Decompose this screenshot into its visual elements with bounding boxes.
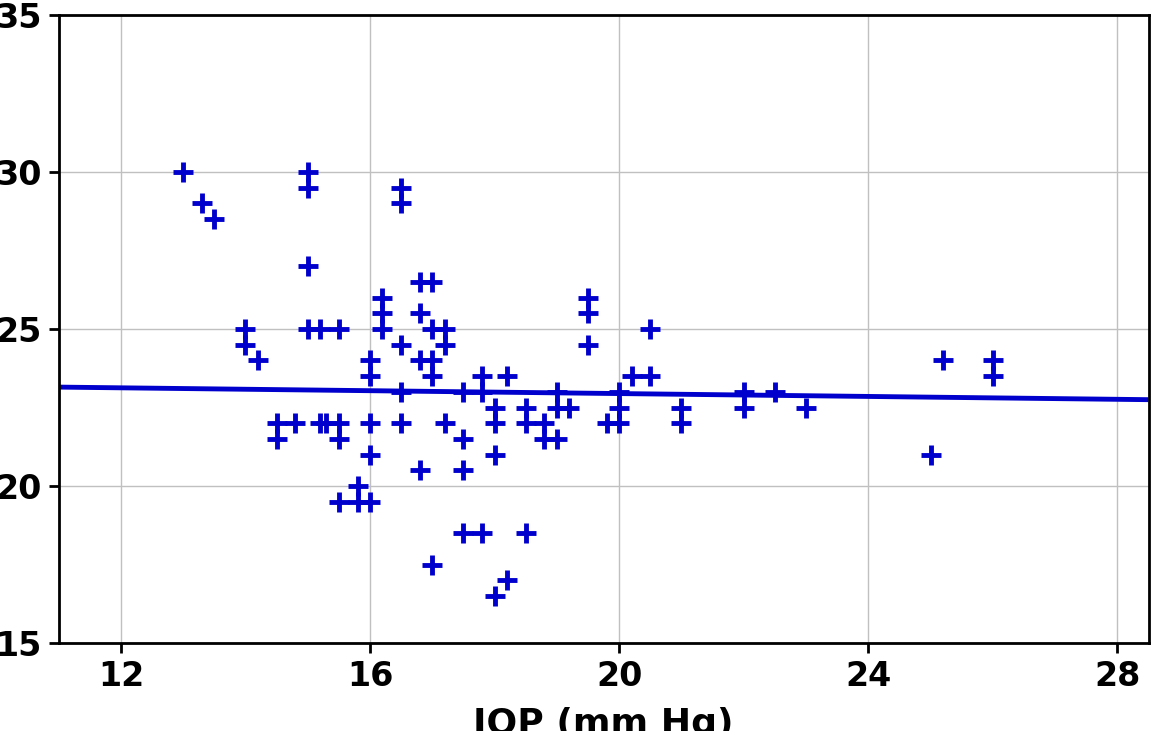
X-axis label: IOP (mm Hg): IOP (mm Hg) <box>473 707 734 731</box>
Point <box>485 417 504 429</box>
Point <box>373 292 391 303</box>
Point <box>299 166 318 178</box>
Point <box>311 417 329 429</box>
Point <box>547 386 566 398</box>
Point <box>329 433 348 444</box>
Point <box>983 355 1002 366</box>
Point <box>410 276 429 287</box>
Point <box>517 528 536 539</box>
Point <box>391 417 410 429</box>
Point <box>609 417 628 429</box>
Point <box>299 323 318 335</box>
Point <box>318 417 336 429</box>
Point <box>472 528 491 539</box>
Point <box>547 402 566 414</box>
Point <box>423 558 442 570</box>
Point <box>329 417 348 429</box>
Point <box>454 386 472 398</box>
Point <box>485 402 504 414</box>
Point <box>672 402 690 414</box>
Point <box>797 402 816 414</box>
Point <box>329 323 348 335</box>
Point <box>173 166 192 178</box>
Point <box>236 338 254 350</box>
Point <box>735 402 754 414</box>
Point <box>361 355 380 366</box>
Point <box>454 465 472 477</box>
Point <box>983 371 1002 382</box>
Point <box>454 433 472 444</box>
Point <box>622 371 641 382</box>
Point <box>373 323 391 335</box>
Point <box>579 307 598 319</box>
Point <box>517 402 536 414</box>
Point <box>205 213 224 225</box>
Point <box>348 496 367 507</box>
Point <box>423 323 442 335</box>
Point <box>192 197 211 209</box>
Point <box>641 371 660 382</box>
Point <box>609 386 628 398</box>
Point <box>299 260 318 272</box>
Point <box>579 338 598 350</box>
Point <box>423 371 442 382</box>
Point <box>267 433 286 444</box>
Point <box>410 465 429 477</box>
Point <box>472 371 491 382</box>
Point <box>391 386 410 398</box>
Point <box>248 355 267 366</box>
Point <box>329 496 348 507</box>
Point <box>361 449 380 461</box>
Point <box>348 480 367 492</box>
Point <box>267 417 286 429</box>
Point <box>286 417 305 429</box>
Point <box>598 417 616 429</box>
Point <box>485 591 504 602</box>
Point <box>641 323 660 335</box>
Point <box>536 417 554 429</box>
Point <box>485 449 504 461</box>
Point <box>517 417 536 429</box>
Point <box>299 181 318 193</box>
Point <box>423 355 442 366</box>
Point <box>410 307 429 319</box>
Point <box>934 355 953 366</box>
Point <box>454 528 472 539</box>
Point <box>672 417 690 429</box>
Point <box>361 496 380 507</box>
Point <box>609 402 628 414</box>
Point <box>921 449 940 461</box>
Point <box>361 371 380 382</box>
Point <box>311 323 329 335</box>
Point <box>435 323 454 335</box>
Point <box>236 323 254 335</box>
Point <box>536 433 554 444</box>
Point <box>361 417 380 429</box>
Point <box>498 575 517 586</box>
Point <box>373 307 391 319</box>
Point <box>435 417 454 429</box>
Point <box>391 338 410 350</box>
Point <box>765 386 784 398</box>
Point <box>547 433 566 444</box>
Point <box>391 197 410 209</box>
Point <box>435 338 454 350</box>
Point <box>472 386 491 398</box>
Point <box>391 181 410 193</box>
Point <box>579 292 598 303</box>
Point <box>498 371 517 382</box>
Point <box>735 386 754 398</box>
Point <box>410 355 429 366</box>
Point <box>560 402 579 414</box>
Point <box>423 276 442 287</box>
